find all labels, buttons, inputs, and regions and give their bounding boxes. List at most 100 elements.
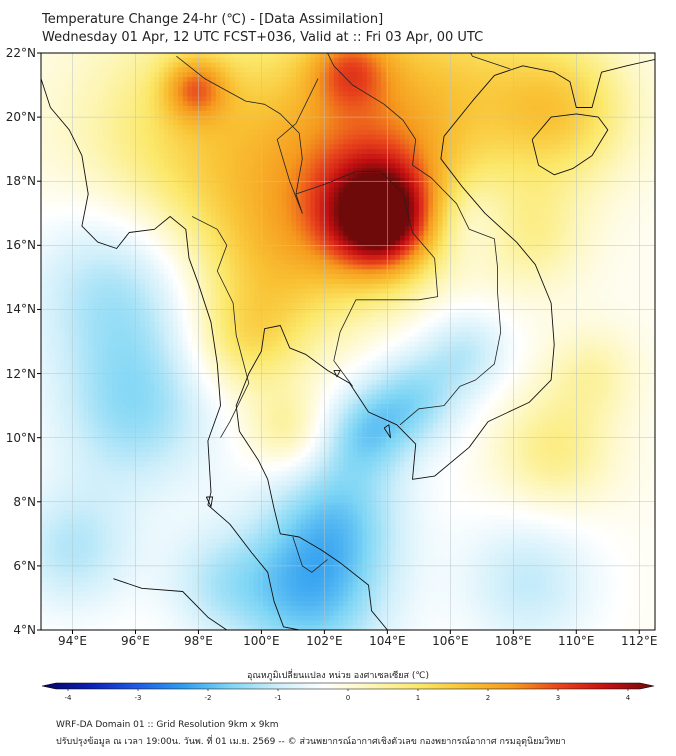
field-cell	[636, 173, 641, 178]
field-cell	[88, 168, 93, 173]
field-cell	[46, 140, 51, 145]
field-cell	[367, 72, 372, 77]
field-cell	[60, 106, 65, 111]
field-cell	[348, 58, 353, 63]
field-cell	[499, 96, 504, 101]
field-cell	[249, 91, 254, 96]
field-cell	[121, 164, 126, 169]
field-cell	[357, 202, 362, 207]
field-cell	[570, 192, 575, 197]
field-cell	[424, 116, 429, 121]
field-cell	[41, 135, 46, 140]
field-cell	[296, 91, 301, 96]
field-cell	[617, 159, 622, 164]
field-cell	[532, 125, 537, 130]
field-cell	[169, 178, 174, 183]
field-cell	[55, 82, 60, 87]
field-cell	[50, 164, 55, 169]
field-cell	[527, 53, 532, 58]
field-cell	[164, 154, 169, 159]
field-cell	[112, 91, 117, 96]
field-cell	[641, 173, 646, 178]
field-cell	[117, 173, 122, 178]
field-cell	[494, 216, 499, 221]
field-cell	[513, 144, 518, 149]
field-cell	[542, 221, 547, 226]
field-cell	[490, 212, 495, 217]
field-cell	[612, 116, 617, 121]
field-cell	[598, 207, 603, 212]
field-cell	[225, 207, 230, 212]
field-cell	[235, 221, 240, 226]
field-cell	[612, 197, 617, 202]
field-cell	[178, 130, 183, 135]
field-cell	[84, 173, 89, 178]
field-cell	[537, 192, 542, 197]
field-cell	[135, 120, 140, 125]
field-cell	[254, 101, 259, 106]
field-cell	[287, 216, 292, 221]
field-cell	[372, 111, 377, 116]
field-cell	[74, 178, 79, 183]
field-cell	[627, 120, 632, 125]
field-cell	[334, 226, 339, 231]
field-cell	[537, 183, 542, 188]
field-cell	[527, 226, 532, 231]
field-cell	[50, 63, 55, 68]
field-cell	[291, 91, 296, 96]
field-cell	[211, 140, 216, 145]
field-cell	[348, 106, 353, 111]
field-cell	[617, 125, 622, 130]
field-cell	[603, 192, 608, 197]
field-cell	[50, 192, 55, 197]
field-cell	[301, 67, 306, 72]
field-cell	[447, 221, 452, 226]
field-cell	[594, 154, 599, 159]
field-cell	[197, 101, 202, 106]
field-cell	[69, 149, 74, 154]
field-cell	[305, 173, 310, 178]
field-cell	[367, 130, 372, 135]
field-cell	[494, 168, 499, 173]
field-cell	[480, 173, 485, 178]
field-cell	[60, 192, 65, 197]
field-cell	[88, 101, 93, 106]
field-cell	[631, 183, 636, 188]
field-cell	[140, 53, 145, 58]
field-cell	[55, 72, 60, 77]
field-cell	[178, 120, 183, 125]
field-cell	[145, 188, 150, 193]
field-cell	[258, 154, 263, 159]
field-cell	[140, 96, 145, 101]
field-cell	[220, 212, 225, 217]
field-cell	[362, 212, 367, 217]
field-cell	[60, 135, 65, 140]
field-cell	[225, 226, 230, 231]
field-cell	[646, 116, 651, 121]
field-cell	[117, 140, 122, 145]
field-cell	[98, 216, 103, 221]
field-cell	[372, 82, 377, 87]
field-cell	[523, 144, 528, 149]
field-cell	[254, 106, 259, 111]
field-cell	[452, 183, 457, 188]
field-cell	[282, 192, 287, 197]
field-cell	[50, 221, 55, 226]
field-cell	[126, 188, 131, 193]
field-cell	[230, 144, 235, 149]
field-cell	[627, 173, 632, 178]
field-cell	[556, 149, 561, 154]
field-cell	[60, 183, 65, 188]
field-cell	[216, 125, 221, 130]
field-cell	[598, 91, 603, 96]
field-cell	[164, 58, 169, 63]
field-cell	[272, 53, 277, 58]
field-cell	[263, 159, 268, 164]
field-cell	[41, 159, 46, 164]
field-cell	[357, 173, 362, 178]
field-cell	[216, 212, 221, 217]
field-cell	[324, 82, 329, 87]
field-cell	[353, 63, 358, 68]
field-cell	[542, 159, 547, 164]
field-cell	[424, 111, 429, 116]
